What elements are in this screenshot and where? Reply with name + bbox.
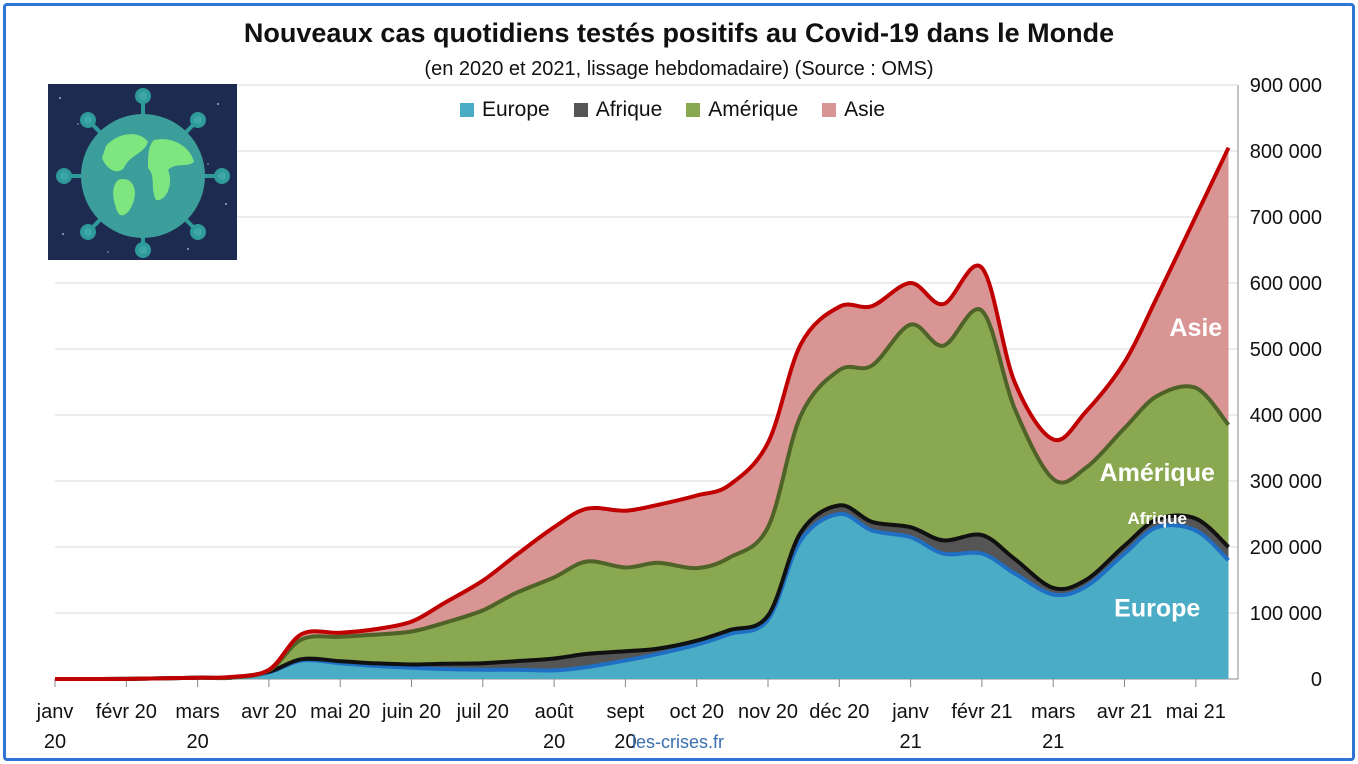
y-tick-label: 300 000 bbox=[1250, 471, 1322, 493]
legend-swatch bbox=[686, 103, 701, 117]
legend-swatch bbox=[573, 103, 588, 117]
area-label-asie: Asie bbox=[1169, 314, 1222, 342]
x-tick-label: avr 21 bbox=[1097, 701, 1153, 723]
y-tick-label: 400 000 bbox=[1250, 405, 1322, 427]
y-tick-label: 900 000 bbox=[1250, 75, 1322, 97]
chart-legend: Europe Afrique Amérique Asie bbox=[460, 98, 885, 122]
x-tick-label: déc 20 bbox=[809, 701, 869, 723]
x-tick-label: janv bbox=[36, 701, 74, 723]
virus-globe-icon bbox=[48, 84, 237, 260]
x-tick-label: juil 20 bbox=[456, 701, 509, 723]
y-tick-label: 200 000 bbox=[1250, 537, 1322, 559]
legend-label: Afrique bbox=[595, 98, 663, 121]
x-tick-label: sept bbox=[606, 701, 644, 723]
source-credit: les-crises.fr bbox=[632, 732, 725, 752]
x-tick-label: oct 20 bbox=[669, 701, 723, 723]
area-label-europe: Europe bbox=[1114, 594, 1200, 622]
line-amérique bbox=[54, 307, 1231, 682]
y-tick-label: 800 000 bbox=[1250, 141, 1322, 163]
legend-item: Europe bbox=[460, 98, 550, 122]
x-tick-label: févr 21 bbox=[951, 701, 1012, 723]
area-europe bbox=[55, 513, 1229, 680]
legend-swatch bbox=[822, 103, 837, 117]
area-amérique bbox=[55, 309, 1229, 680]
x-tick-label: mai 21 bbox=[1166, 701, 1226, 723]
legend-swatch bbox=[460, 103, 474, 117]
legend-item: Afrique bbox=[573, 98, 663, 122]
line-asie bbox=[54, 146, 1231, 682]
x-tick-label: févr 20 bbox=[96, 701, 157, 723]
x-tick-label: juin 20 bbox=[381, 701, 441, 723]
chart-subtitle: (en 2020 et 2021, lissage hebdomadaire) … bbox=[424, 58, 934, 80]
y-tick-label: 600 000 bbox=[1250, 273, 1322, 295]
y-tick-label: 100 000 bbox=[1250, 603, 1322, 625]
line-afrique bbox=[54, 503, 1230, 682]
x-tick-label-line2: 20 bbox=[186, 731, 208, 753]
x-tick-label: janv bbox=[891, 701, 929, 723]
x-tick-label: avr 20 bbox=[241, 701, 297, 723]
x-tick-label: mars bbox=[1031, 701, 1075, 723]
area-label-amérique: Amérique bbox=[1100, 459, 1215, 487]
x-tick-label-line2: 21 bbox=[899, 731, 921, 753]
area-label-afrique: Afrique bbox=[1127, 509, 1187, 528]
y-tick-label: 0 bbox=[1311, 669, 1322, 691]
x-tick-label: août bbox=[535, 701, 574, 723]
legend-item: Amérique bbox=[686, 98, 798, 122]
legend-label: Asie bbox=[844, 98, 886, 121]
x-tick-label: mars bbox=[175, 701, 219, 723]
x-tick-label: nov 20 bbox=[738, 701, 798, 723]
x-tick-label-line2: 20 bbox=[44, 731, 66, 753]
y-tick-label: 500 000 bbox=[1250, 339, 1322, 361]
x-tick-label-line2: 20 bbox=[614, 731, 636, 753]
x-tick-label: mai 20 bbox=[310, 701, 370, 723]
legend-label: Amérique bbox=[708, 98, 799, 121]
x-tick-label-line2: 20 bbox=[543, 731, 565, 753]
x-tick-label-line2: 21 bbox=[1042, 731, 1064, 753]
legend-label: Europe bbox=[482, 98, 550, 121]
legend-item: Asie bbox=[822, 98, 885, 122]
chart-title: Nouveaux cas quotidiens testés positifs … bbox=[243, 18, 1115, 48]
y-tick-label: 700 000 bbox=[1250, 207, 1322, 229]
